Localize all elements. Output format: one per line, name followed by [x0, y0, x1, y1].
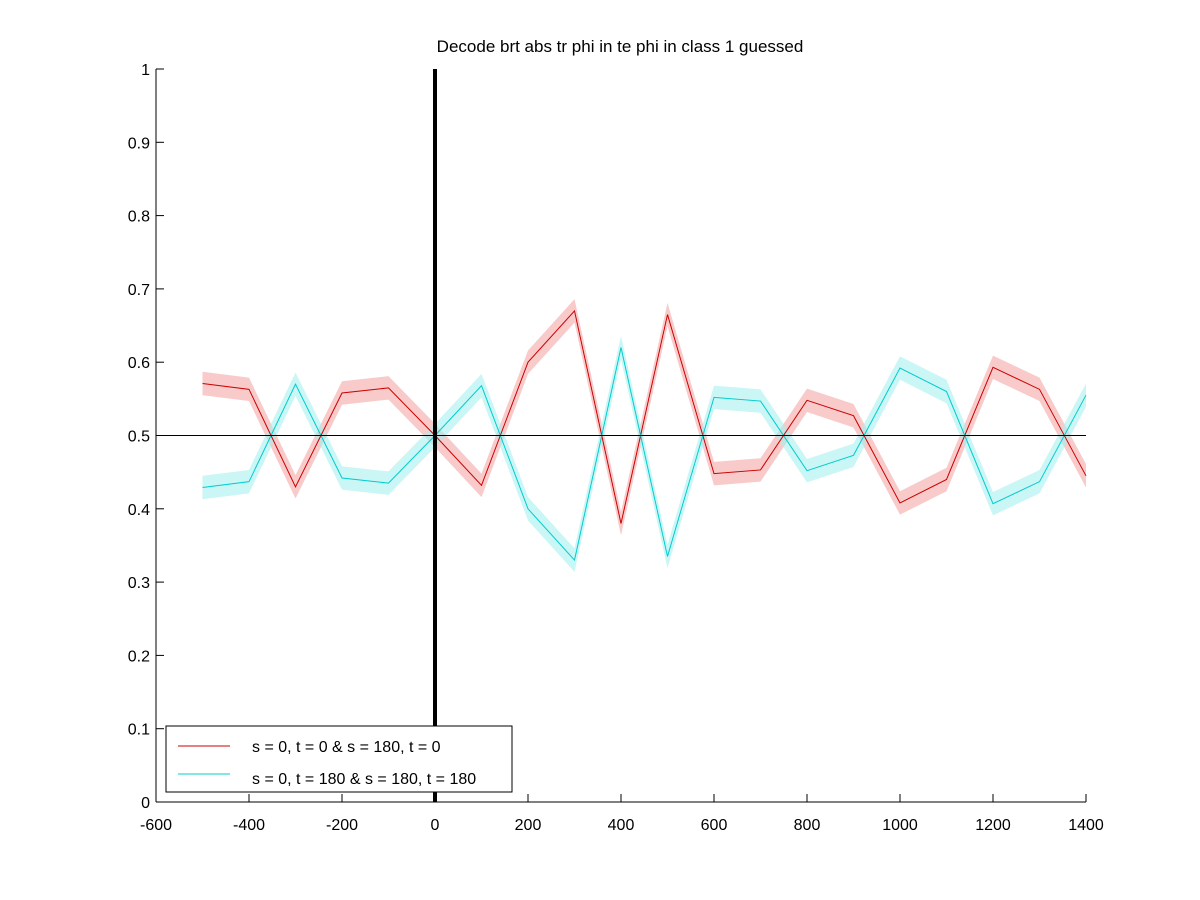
- x-tick-label: 400: [608, 817, 635, 834]
- y-tick-label: 0.5: [128, 429, 150, 446]
- x-tick-label: 0: [431, 817, 440, 834]
- x-tick-label: -400: [233, 817, 265, 834]
- series-line-1: [202, 309, 1087, 524]
- x-tick-label: 1400: [1068, 817, 1104, 834]
- y-tick-label: 0.8: [128, 209, 150, 226]
- series-lines: [202, 309, 1087, 562]
- y-tick-label: 0.3: [128, 575, 150, 592]
- reference-lines: [156, 69, 1086, 802]
- legend-label-series-2: s = 0, t = 180 & s = 180, t = 180: [252, 771, 476, 788]
- axes: -600 -400 -200 0 200 400 600 800 1000 1200 1400 0 0.…: [128, 62, 1104, 834]
- x-tick-label: 1200: [975, 817, 1011, 834]
- legend-box: [165, 725, 513, 793]
- x-tick-label: 1000: [882, 817, 918, 834]
- y-tick-label: 1: [141, 62, 150, 79]
- series-line-2: [202, 347, 1087, 562]
- x-tick-label: 200: [515, 817, 542, 834]
- y-tick-label: 0.9: [128, 135, 150, 152]
- legend-label-series-1: s = 0, t = 0 & s = 180, t = 0: [252, 739, 441, 756]
- chart-title: Decode brt abs tr phi in te phi in class…: [437, 37, 804, 56]
- x-tick-label: 800: [794, 817, 821, 834]
- x-tick-label: 600: [701, 817, 728, 834]
- y-tick-label: 0.2: [128, 648, 150, 665]
- legend: s = 0, t = 0 & s = 180, t = 0 s = 0, t =…: [165, 725, 513, 793]
- y-tick-label: 0.1: [128, 722, 150, 739]
- y-tick-label: 0.7: [128, 282, 150, 299]
- y-tick-label: 0.6: [128, 355, 150, 372]
- y-tick-label: 0: [141, 795, 150, 812]
- x-tick-label: -600: [140, 817, 172, 834]
- y-tick-label: 0.4: [128, 502, 150, 519]
- x-tick-label: -200: [326, 817, 358, 834]
